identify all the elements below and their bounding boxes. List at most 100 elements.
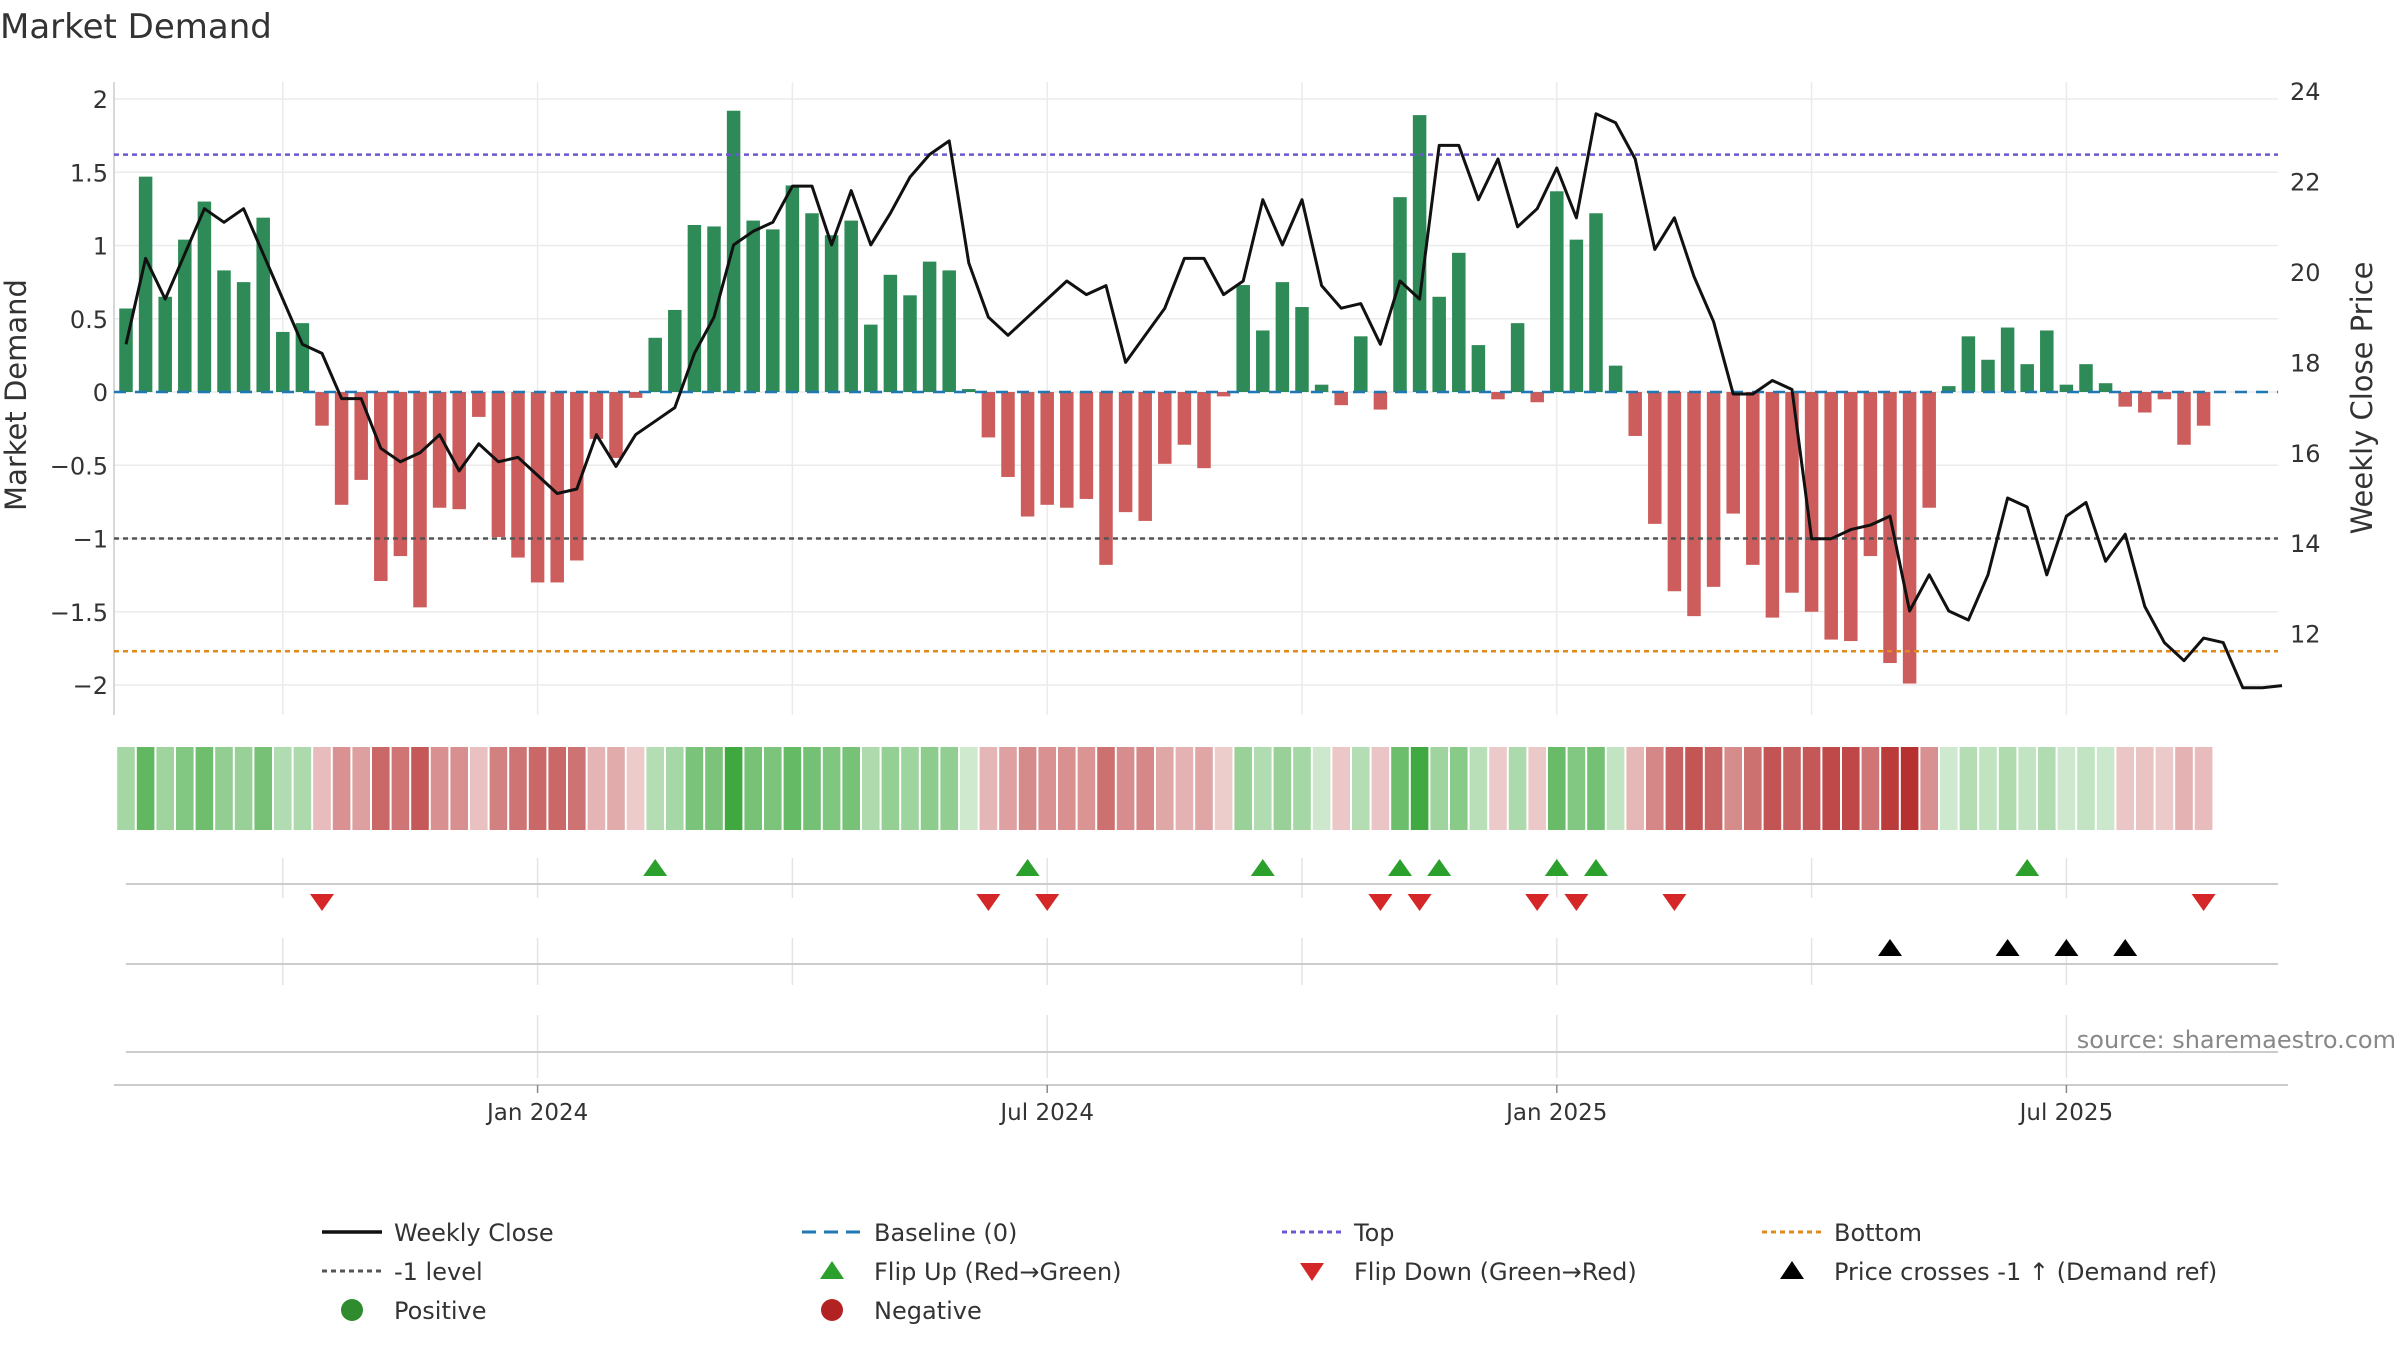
y-tick-label: 0: [93, 379, 108, 407]
demand-bar: [1079, 392, 1094, 499]
demand-strip-cell: [2038, 747, 2056, 830]
demand-bar: [1746, 392, 1760, 565]
demand-strip-cell: [1273, 747, 1292, 830]
demand-strip-cell: [803, 747, 821, 830]
demand-bar: [315, 392, 329, 426]
legend-item: Price crosses -1 ↑ (Demand ref): [1780, 1258, 2217, 1286]
demand-strip-cell: [1097, 747, 1115, 830]
demand-strip-cell: [1587, 747, 1605, 830]
demand-strip-cell: [626, 747, 645, 830]
demand-bar: [1961, 336, 1976, 392]
demand-strip-cell: [1195, 747, 1213, 830]
demand-bar: [1883, 392, 1897, 664]
demand-bar: [491, 392, 506, 538]
demand-bar: [1687, 392, 1701, 617]
demand-strip-cell: [1038, 747, 1056, 830]
demand-bar: [1765, 392, 1780, 618]
legend-label: Weekly Close: [394, 1219, 554, 1247]
demand-bar: [550, 392, 564, 583]
demand-strip-cell: [920, 747, 939, 830]
demand-bar: [432, 392, 447, 508]
demand-strip-cell: [489, 747, 508, 830]
demand-bar: [295, 323, 310, 392]
legend-item: Weekly Close: [322, 1219, 554, 1247]
demand-strip-cell: [1214, 747, 1233, 830]
demand-strip-cell: [2057, 747, 2076, 830]
y-tick-label: 0.5: [70, 306, 108, 334]
legend-item: Positive: [341, 1297, 487, 1325]
demand-bar: [981, 392, 996, 438]
demand-strip-cell: [1548, 747, 1566, 830]
legend-item: Flip Up (Red→Green): [820, 1258, 1122, 1286]
legend-item: Top: [1282, 1219, 1395, 1247]
y-tick-label: −1: [73, 526, 108, 554]
demand-strip-cell: [1058, 747, 1076, 830]
demand-strip-cell: [783, 747, 802, 830]
demand-strip-cell: [940, 747, 958, 830]
demand-bar: [1236, 285, 1250, 392]
y2-tick-label: 16: [2290, 440, 2321, 468]
demand-bar: [413, 392, 427, 608]
demand-bar: [138, 176, 153, 392]
flip-up-marker: [1427, 859, 1452, 876]
flip-up-marker: [1250, 859, 1275, 876]
demand-strip-cell: [1724, 747, 1742, 830]
demand-strip-cell: [1744, 747, 1762, 830]
demand-bar: [883, 274, 898, 392]
demand-strip-cell: [254, 747, 272, 830]
demand-bar: [707, 226, 721, 392]
demand-strip-cell: [430, 747, 449, 830]
demand-strip-cell: [293, 747, 312, 830]
legend-item: Baseline (0): [802, 1219, 1017, 1247]
y-tick-label: 1.5: [70, 159, 108, 187]
demand-strip-cell: [1371, 747, 1390, 830]
demand-bar: [217, 270, 231, 392]
y-axis-label: Market Demand: [0, 279, 33, 511]
flip-up-marker: [1584, 859, 1608, 876]
y2-tick-label: 24: [2290, 78, 2321, 106]
demand-bar: [1158, 392, 1172, 464]
demand-strip-cell: [1528, 747, 1546, 830]
y2-tick-label: 12: [2290, 621, 2321, 649]
demand-strip-cell: [2096, 747, 2115, 830]
demand-strip-cell: [352, 747, 370, 830]
demand-bar: [2157, 392, 2172, 400]
demand-strip-cell: [2116, 747, 2134, 830]
demand-strip-cell: [646, 747, 664, 830]
legend-label: Positive: [394, 1297, 487, 1325]
flip-down-marker: [310, 894, 334, 911]
demand-bar: [1040, 392, 1054, 505]
demand-strip-cell: [1685, 747, 1703, 830]
x-tick-label: Jan 2025: [1504, 1100, 1607, 1126]
demand-bar: [236, 282, 251, 392]
y-tick-label: 1: [93, 233, 108, 261]
demand-strip-cell: [1136, 747, 1154, 830]
demand-strip-cell: [215, 747, 233, 830]
demand-strip-cell: [450, 747, 468, 830]
legend-swatch-triangle-up: [820, 1261, 844, 1279]
demand-bar: [1706, 392, 1721, 587]
demand-strip-cell: [607, 747, 625, 830]
demand-strip-cell: [1900, 747, 1919, 830]
demand-bar: [1922, 392, 1936, 508]
demand-strip-cell: [842, 747, 860, 830]
y2-axis-label: Weekly Close Price: [2345, 262, 2379, 535]
demand-bar: [2020, 364, 2034, 392]
demand-strip-cell: [1606, 747, 1625, 830]
legend-label: Negative: [874, 1297, 982, 1325]
demand-strip-cell: [1352, 747, 1370, 830]
y-tick-label: −1.5: [50, 599, 108, 627]
demand-bar: [334, 392, 349, 505]
demand-bar: [1412, 115, 1427, 393]
legend-label: Flip Down (Green→Red): [1354, 1258, 1637, 1286]
legend-label: Bottom: [1834, 1219, 1922, 1247]
demand-bar: [785, 185, 800, 392]
flip-down-marker: [976, 894, 1001, 911]
demand-strip-cell: [1175, 747, 1194, 830]
flip-up-marker: [2015, 859, 2040, 876]
demand-bar: [1099, 392, 1113, 565]
demand-bar: [1608, 365, 1623, 392]
x-tick-label: Jan 2024: [485, 1100, 588, 1126]
demand-strip-cell: [1920, 747, 1938, 830]
